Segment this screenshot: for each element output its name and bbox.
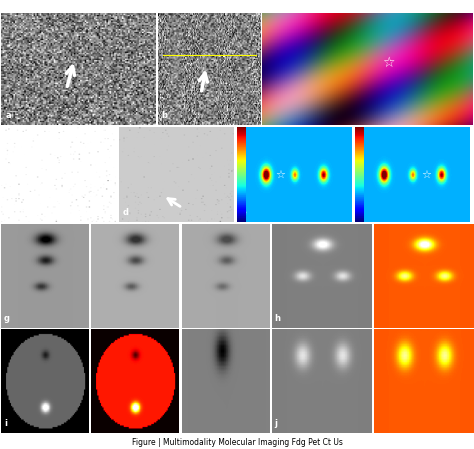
- Text: c: c: [5, 208, 10, 217]
- Text: ☆: ☆: [421, 169, 431, 180]
- Text: ☆: ☆: [382, 56, 395, 70]
- Text: f: f: [358, 208, 362, 217]
- Text: g: g: [4, 313, 10, 322]
- Text: a: a: [6, 110, 12, 119]
- Text: j: j: [274, 419, 278, 428]
- Text: h: h: [274, 313, 281, 322]
- Text: b: b: [161, 110, 167, 119]
- Text: i: i: [4, 419, 7, 428]
- Text: ☆: ☆: [276, 169, 286, 180]
- Text: d: d: [123, 208, 128, 217]
- Text: Figure | Multimodality Molecular Imaging Fdg Pet Ct Us: Figure | Multimodality Molecular Imaging…: [132, 438, 342, 447]
- Text: e: e: [240, 208, 246, 217]
